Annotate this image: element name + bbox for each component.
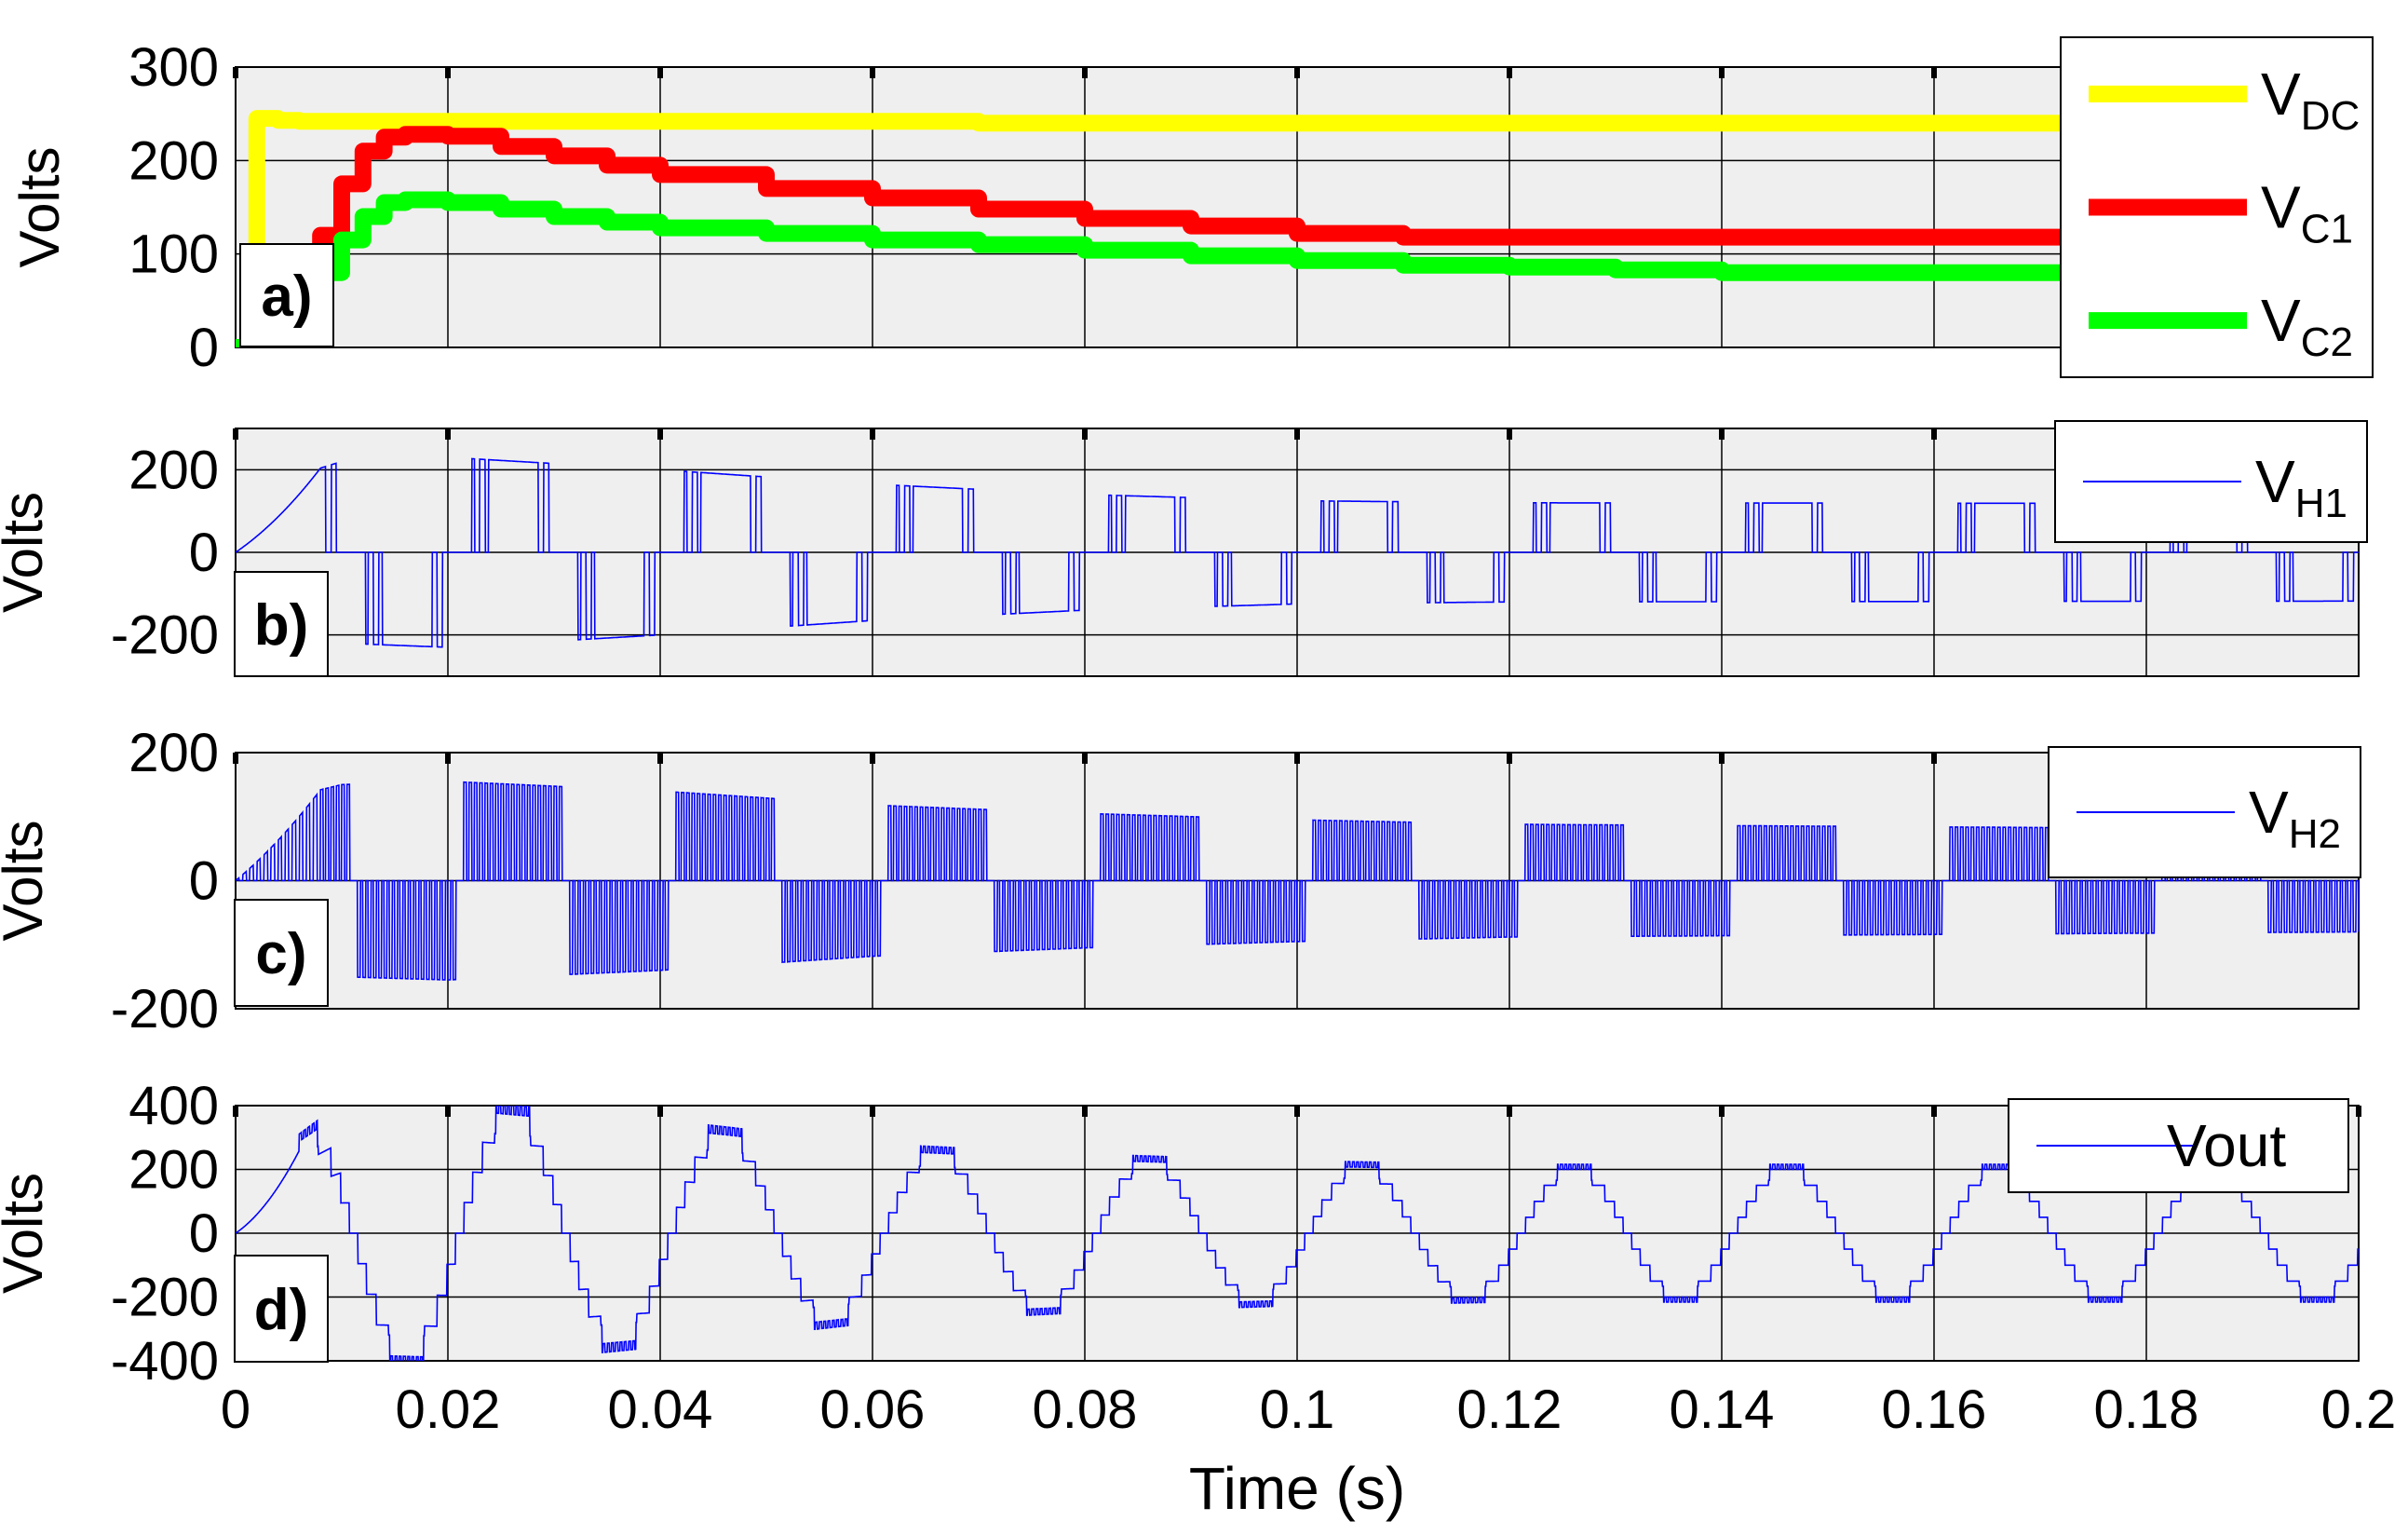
series-line-c1 — [236, 126, 2359, 347]
y-tick-label: 200 — [129, 130, 219, 191]
legend: VDC VC1 VC2 — [2060, 36, 2374, 378]
x-tick-label: 0.04 — [608, 1379, 713, 1440]
series-line-h1 — [236, 457, 2359, 648]
y-tick-label: -200 — [111, 1268, 219, 1328]
x-tick-label: 0.2 — [2321, 1379, 2397, 1440]
legend: Vout — [2008, 1098, 2349, 1193]
y-axis-label: Volts — [8, 146, 71, 267]
x-tick-label: 0.08 — [1033, 1379, 1138, 1440]
y-tick-label: 0 — [189, 523, 219, 583]
y-tick-label: 300 — [129, 37, 219, 98]
series-line-c2 — [236, 191, 2359, 347]
y-tick-label: 0 — [189, 318, 219, 378]
legend: VH2 — [2048, 746, 2361, 878]
panel-tag-box — [234, 899, 329, 1007]
y-tick-label: 200 — [129, 440, 219, 500]
y-axis-label: Volts — [0, 1173, 54, 1294]
y-tick-label: 400 — [129, 1076, 219, 1136]
panel-tag: b) — [254, 593, 309, 658]
x-tick-label: 0.1 — [1260, 1379, 1335, 1440]
legend-label: VC1 — [2261, 174, 2353, 252]
legend-label: VH1 — [2255, 448, 2347, 526]
legend-label: VDC — [2261, 61, 2360, 139]
x-axis: 0 0.02 0.04 0.06 0.08 0.1 0.12 0.14 0.16 0.18 0.2 — [221, 1379, 2396, 1440]
panel-tag: a) — [261, 265, 312, 329]
x-axis-label: Time (s) — [1189, 1455, 1405, 1522]
panel-a: 0 100 200 300 Volts a) VDC VC1 VC2 — [8, 36, 2374, 378]
y-tick-label: 200 — [129, 1140, 219, 1201]
legend-label: VC2 — [2261, 287, 2353, 365]
panel-tag: c) — [255, 922, 306, 986]
x-tick-label: 0.06 — [820, 1379, 926, 1440]
y-tick-label: -200 — [111, 979, 219, 1039]
panel-tag-box — [239, 243, 334, 347]
panel-tag: d) — [254, 1278, 309, 1342]
y-axis-label: Volts — [0, 820, 54, 941]
y-tick-label: -200 — [111, 605, 219, 666]
x-tick-label: 0.16 — [1882, 1379, 1987, 1440]
legend-label: Vout — [2167, 1112, 2286, 1179]
panel-tag-box — [234, 1255, 329, 1363]
legend: VH1 — [2054, 420, 2368, 543]
series-line-h2 — [236, 781, 2359, 982]
x-tick-label: 0.12 — [1457, 1379, 1562, 1440]
x-tick-label: 0.02 — [396, 1379, 501, 1440]
y-tick-label: 0 — [189, 851, 219, 912]
series-line-dc — [236, 110, 2359, 347]
series-line-vout — [236, 1106, 2359, 1361]
x-tick-label: 0.18 — [2094, 1379, 2199, 1440]
x-tick-label: 0.14 — [1670, 1379, 1775, 1440]
panels: 0100200300Voltsa)VDCVC1VC2-2000200Voltsb… — [0, 36, 2374, 1392]
panel-tag-box — [234, 571, 329, 677]
y-tick-label: -400 — [111, 1331, 219, 1392]
y-tick-label: 200 — [129, 723, 219, 783]
legend-label: VH2 — [2249, 779, 2341, 857]
y-axis-label: Volts — [0, 492, 54, 613]
x-tick-label: 0 — [221, 1379, 250, 1440]
y-tick-label: 100 — [129, 224, 219, 285]
panel-b: -200 0 200 Volts b) VH1 — [0, 420, 2368, 677]
y-tick-label: 0 — [189, 1203, 219, 1264]
panel-c: -200 0 200 Volts c) VH2 — [0, 723, 2361, 1039]
